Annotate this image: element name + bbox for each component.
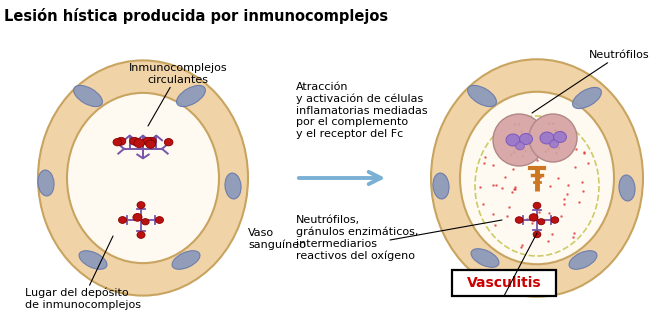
Text: Vaso
sanguíneo: Vaso sanguíneo bbox=[248, 228, 306, 250]
Ellipse shape bbox=[38, 61, 248, 295]
Circle shape bbox=[545, 151, 547, 153]
Ellipse shape bbox=[533, 231, 541, 238]
Ellipse shape bbox=[569, 251, 597, 269]
Ellipse shape bbox=[468, 85, 496, 107]
Ellipse shape bbox=[493, 114, 545, 166]
Ellipse shape bbox=[540, 132, 554, 144]
Ellipse shape bbox=[134, 139, 145, 148]
Ellipse shape bbox=[145, 140, 155, 148]
Ellipse shape bbox=[133, 213, 142, 221]
Circle shape bbox=[557, 136, 560, 138]
Ellipse shape bbox=[119, 217, 127, 223]
Ellipse shape bbox=[537, 219, 545, 225]
Circle shape bbox=[521, 131, 523, 133]
Text: Neutrófilos: Neutrófilos bbox=[532, 50, 650, 113]
Ellipse shape bbox=[515, 217, 523, 223]
Ellipse shape bbox=[137, 232, 145, 238]
Circle shape bbox=[513, 123, 516, 126]
Text: Vasculitis: Vasculitis bbox=[467, 276, 541, 290]
Circle shape bbox=[513, 151, 515, 153]
Circle shape bbox=[561, 131, 563, 133]
Ellipse shape bbox=[549, 140, 559, 148]
Ellipse shape bbox=[460, 92, 614, 264]
Circle shape bbox=[544, 137, 547, 139]
Circle shape bbox=[513, 138, 515, 140]
Ellipse shape bbox=[141, 219, 149, 225]
Circle shape bbox=[524, 138, 527, 140]
Ellipse shape bbox=[506, 134, 520, 146]
Ellipse shape bbox=[172, 251, 200, 269]
Circle shape bbox=[554, 129, 557, 132]
Circle shape bbox=[515, 147, 518, 149]
Circle shape bbox=[543, 139, 545, 141]
Ellipse shape bbox=[551, 217, 559, 223]
Circle shape bbox=[548, 122, 550, 125]
Ellipse shape bbox=[147, 137, 156, 145]
Ellipse shape bbox=[471, 249, 499, 267]
Ellipse shape bbox=[67, 93, 219, 263]
Circle shape bbox=[508, 140, 511, 143]
Ellipse shape bbox=[130, 137, 139, 145]
Bar bbox=[452, 270, 556, 296]
Circle shape bbox=[558, 147, 560, 149]
Ellipse shape bbox=[433, 173, 449, 199]
Circle shape bbox=[552, 122, 554, 125]
Ellipse shape bbox=[177, 85, 206, 107]
Text: Atracción
y activación de células
inflamatorias mediadas
por el complemento
y el: Atracción y activación de células inflam… bbox=[296, 82, 427, 139]
Ellipse shape bbox=[519, 133, 533, 145]
Ellipse shape bbox=[164, 139, 173, 146]
Text: Lesión hística producida por inmunocomplejos: Lesión hística producida por inmunocompl… bbox=[4, 8, 388, 24]
Circle shape bbox=[555, 152, 557, 154]
Ellipse shape bbox=[79, 251, 107, 269]
Ellipse shape bbox=[155, 217, 163, 223]
Ellipse shape bbox=[529, 214, 538, 221]
Circle shape bbox=[518, 123, 520, 126]
Ellipse shape bbox=[529, 114, 577, 162]
Ellipse shape bbox=[74, 85, 103, 107]
Ellipse shape bbox=[38, 170, 54, 196]
Circle shape bbox=[547, 148, 549, 151]
Circle shape bbox=[553, 145, 555, 148]
Circle shape bbox=[542, 137, 544, 139]
Circle shape bbox=[519, 148, 521, 150]
Ellipse shape bbox=[143, 137, 152, 145]
Circle shape bbox=[510, 154, 513, 156]
Circle shape bbox=[527, 132, 530, 134]
Ellipse shape bbox=[137, 202, 145, 209]
Ellipse shape bbox=[225, 173, 241, 199]
Circle shape bbox=[525, 150, 527, 152]
Circle shape bbox=[549, 144, 552, 147]
Ellipse shape bbox=[113, 139, 122, 146]
Circle shape bbox=[509, 139, 512, 141]
Ellipse shape bbox=[431, 59, 643, 297]
Ellipse shape bbox=[573, 87, 602, 109]
Circle shape bbox=[547, 136, 550, 139]
Circle shape bbox=[521, 155, 524, 158]
Text: Neutrófilos,
gránulos enzimáticos,
intermediarios
reactivos del oxígeno: Neutrófilos, gránulos enzimáticos, inter… bbox=[296, 215, 418, 261]
Ellipse shape bbox=[553, 132, 567, 143]
Text: Lugar del depósito
de inmunocomplejos: Lugar del depósito de inmunocomplejos bbox=[25, 236, 141, 310]
Text: Inmunocomplejos
circulantes: Inmunocomplejos circulantes bbox=[129, 63, 227, 126]
Ellipse shape bbox=[619, 175, 635, 201]
Ellipse shape bbox=[117, 137, 126, 145]
Ellipse shape bbox=[515, 142, 525, 150]
Circle shape bbox=[507, 139, 509, 141]
Ellipse shape bbox=[533, 202, 541, 209]
Circle shape bbox=[542, 135, 545, 138]
Circle shape bbox=[507, 137, 510, 139]
